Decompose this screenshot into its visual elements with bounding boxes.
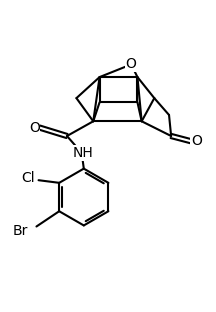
- Text: O: O: [191, 134, 202, 148]
- Text: Cl: Cl: [21, 171, 35, 185]
- Text: Br: Br: [13, 224, 28, 238]
- Text: NH: NH: [72, 146, 93, 160]
- Text: O: O: [126, 57, 137, 71]
- Text: O: O: [29, 121, 40, 134]
